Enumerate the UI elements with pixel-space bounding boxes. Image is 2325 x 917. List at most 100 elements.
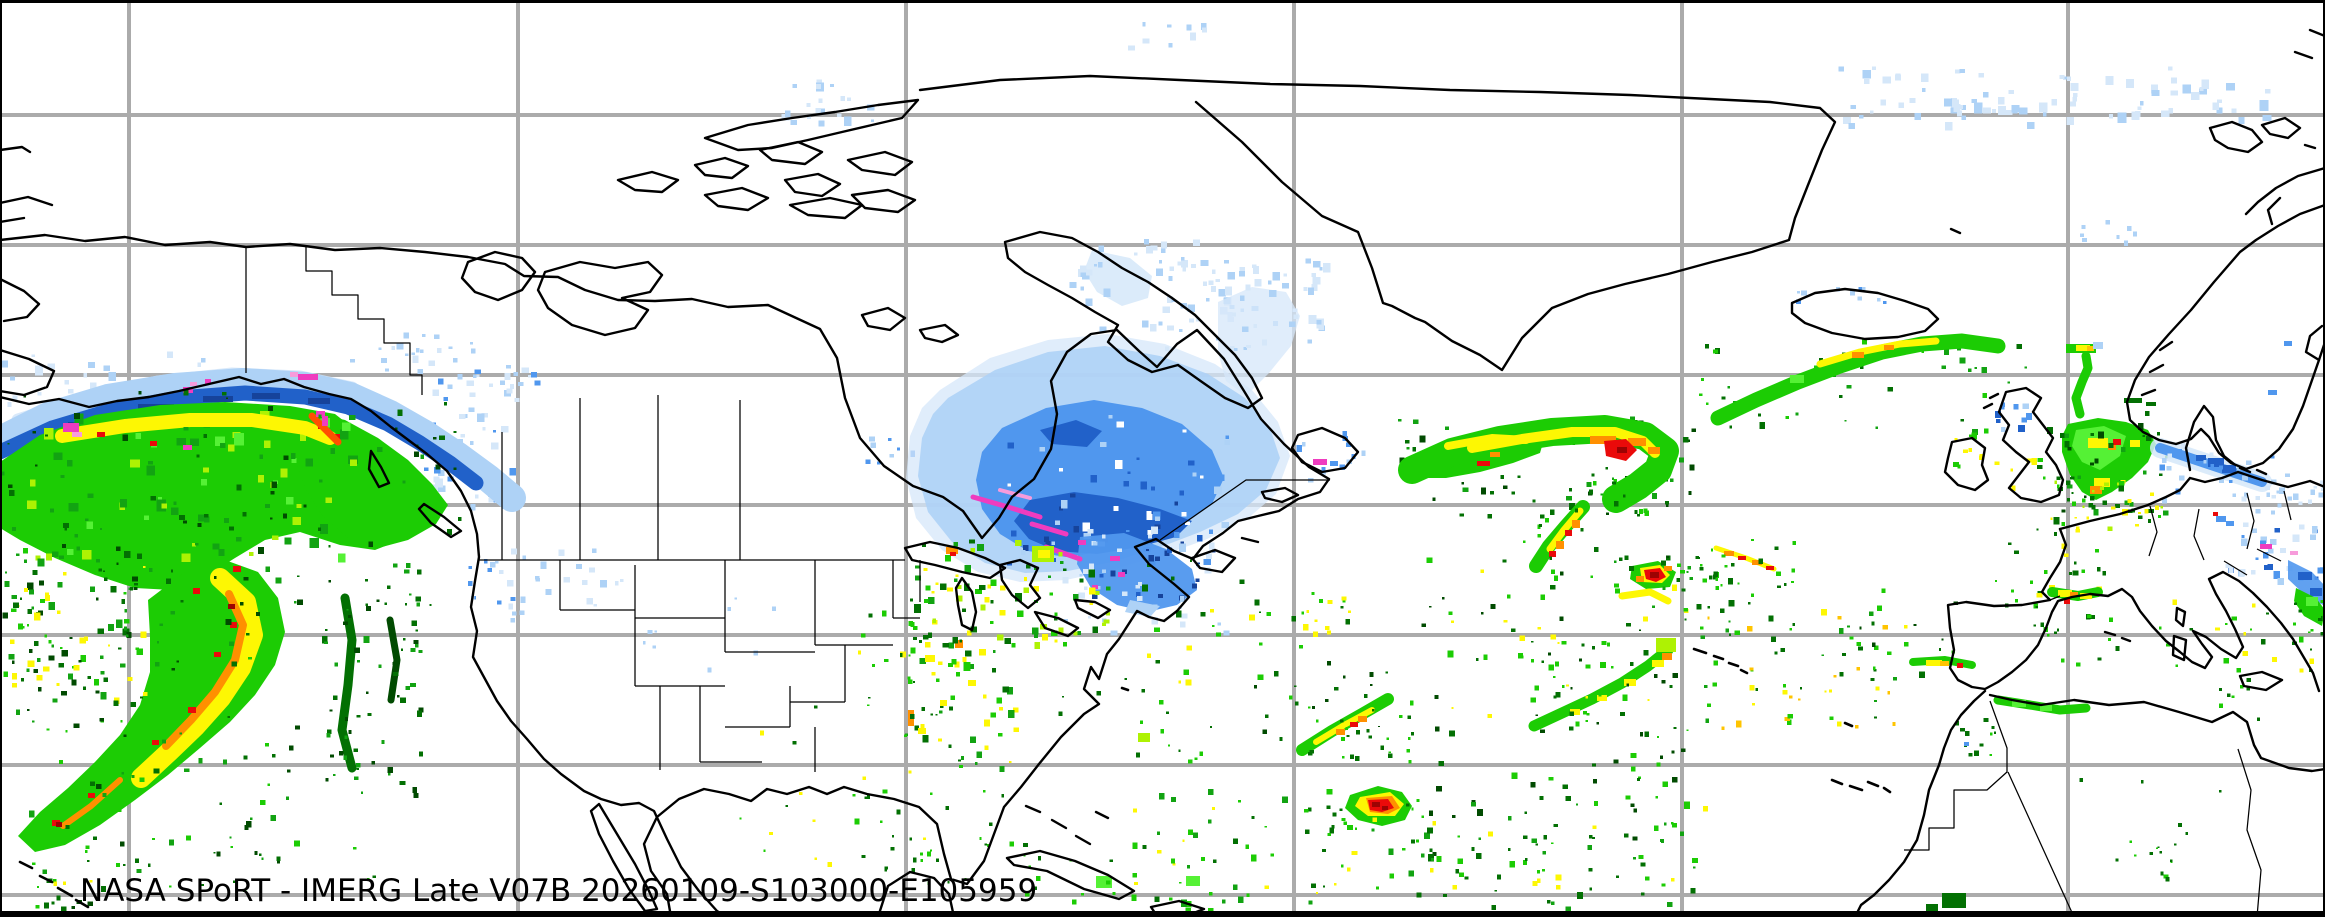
new-england-fringe (1101, 534, 1106, 539)
baffin-bay-specks (1145, 246, 1153, 254)
central-atl-darks (1339, 719, 1344, 723)
pacific-fringe-dots (303, 504, 307, 508)
pacific-fringe-dots (121, 599, 126, 604)
pacific-tail-fringe (120, 719, 123, 723)
pacific-tail-fringe (285, 796, 289, 801)
bottom-left-specks (213, 851, 216, 854)
bottom-left-specks (169, 885, 172, 888)
aleutian-specks (37, 392, 42, 396)
pacific-tail-fringe (216, 851, 221, 857)
bottom-left-specks (232, 880, 236, 884)
pacific-tail-fringe (95, 690, 100, 694)
pacific-fringe-dots (297, 575, 300, 578)
pacific-fringe-dots (62, 544, 66, 548)
pacific-tail-fringe (136, 869, 142, 874)
greenland-se-specks (1849, 290, 1856, 296)
atlantic-arc-fringe (1679, 457, 1684, 463)
new-england-fringe (1148, 534, 1153, 539)
norway-sea-fringe (2064, 440, 2070, 448)
lakes-rain-specks (923, 567, 928, 571)
pacific-fringe-dots (377, 447, 383, 452)
atlantic-arc-fringe (1586, 482, 1592, 487)
pacific-head-texture (35, 555, 41, 561)
iceland-arc-fringe (1699, 393, 1703, 396)
sw-streak-fringe (1380, 745, 1384, 750)
iceland-arc-fringe (2007, 381, 2011, 384)
yukon-specks (385, 368, 390, 372)
appalachia-specks (1008, 709, 1015, 718)
atl-field-mid (1507, 594, 1511, 599)
aleutian-specks (197, 362, 202, 367)
montana-specks (591, 548, 597, 553)
bahamas-specks (1028, 865, 1031, 868)
greenland-sea-ice-band (2109, 114, 2113, 119)
gulf-florida-specks (935, 858, 940, 862)
atl-field-mid (1581, 643, 1585, 647)
atl-field-south (1436, 786, 1442, 792)
caribbean-west-specks (1212, 859, 1217, 864)
greenland-sea-ice-band (2170, 90, 2179, 96)
pacific-head-texture (161, 503, 168, 509)
pacific-west-speck-field (44, 594, 50, 602)
lakes-rain-specks (939, 583, 947, 591)
atl-field-east (1750, 593, 1755, 598)
pacific-head-texture (176, 438, 186, 446)
hawaii-specks (51, 901, 55, 905)
blob2-fringe (1686, 571, 1689, 574)
lakes-rain-specks (1073, 631, 1078, 636)
france-north-specks (2115, 474, 2121, 480)
pacific-dark-field-east (325, 629, 328, 631)
caribbean-west-specks (1212, 807, 1215, 810)
pacific-dark-field-east (399, 781, 406, 786)
ohio-valley-specks (913, 680, 916, 684)
south-iberia-darks (1842, 652, 1846, 656)
atl-field-se (1721, 726, 1725, 730)
texas-mexico-specks (862, 776, 867, 780)
atl-field-south (1625, 795, 1631, 800)
uk-ireland-specks (2037, 464, 2043, 469)
norway-sea-fringe (2067, 447, 2072, 451)
south-iberia-darks (1859, 626, 1862, 630)
atl-field-south (1592, 763, 1596, 767)
bermuda-specks (1124, 678, 1127, 681)
south-hook-fringe (1610, 665, 1614, 669)
bc-interior-specks (443, 397, 448, 401)
france-north-specks (2102, 500, 2107, 505)
midatl-field-arc (1314, 619, 1318, 622)
pacific-west-speck-field (23, 547, 28, 554)
arctic-ice-specks-mid (1190, 32, 1197, 41)
caribbean-east-specks (1457, 858, 1463, 864)
coastline (1982, 392, 2000, 410)
uk-ireland-specks (1994, 461, 2000, 465)
coastline (1997, 386, 2065, 504)
new-england-deep-dots (1122, 569, 1128, 575)
atl-field-mid (1672, 673, 1678, 678)
pacific-frozen-deep (0, 385, 484, 491)
caribbean-east-specks (1405, 803, 1410, 807)
caribbean-west-specks (1308, 900, 1313, 905)
pacific-fringe-dots (433, 437, 437, 440)
uk-ireland-specks (1963, 449, 1968, 453)
aleutian-specks (89, 382, 97, 391)
texas-mexico-specks (947, 663, 953, 668)
precipitation-data (0, 22, 2325, 915)
lakes-rain-specks (923, 634, 929, 640)
quebec-texture (1203, 559, 1212, 565)
greenland-sea-ice-band (2170, 77, 2177, 84)
pacific-tail-fringe (294, 725, 300, 730)
germany-snow-deep (2196, 455, 2206, 461)
yukon-specks (437, 348, 442, 354)
sw-streak-fringe (1289, 695, 1293, 700)
greenland-sea-ice-band (1992, 109, 1997, 113)
pacific-tail-fringe (48, 655, 55, 661)
bahamas-bright-cells (1186, 876, 1200, 886)
germany-snow-specks (2271, 495, 2276, 499)
appalachia-specks (997, 732, 1003, 737)
central-atl-darks (1279, 737, 1283, 741)
new-england-deep-dots (1157, 594, 1163, 598)
south-hook-fringe (1626, 683, 1630, 687)
quebec-texture (1113, 506, 1119, 511)
pacific-tail-fringe (103, 677, 108, 682)
quebec-texture (1208, 461, 1212, 465)
greenland-sea-ice-band (2018, 107, 2028, 115)
